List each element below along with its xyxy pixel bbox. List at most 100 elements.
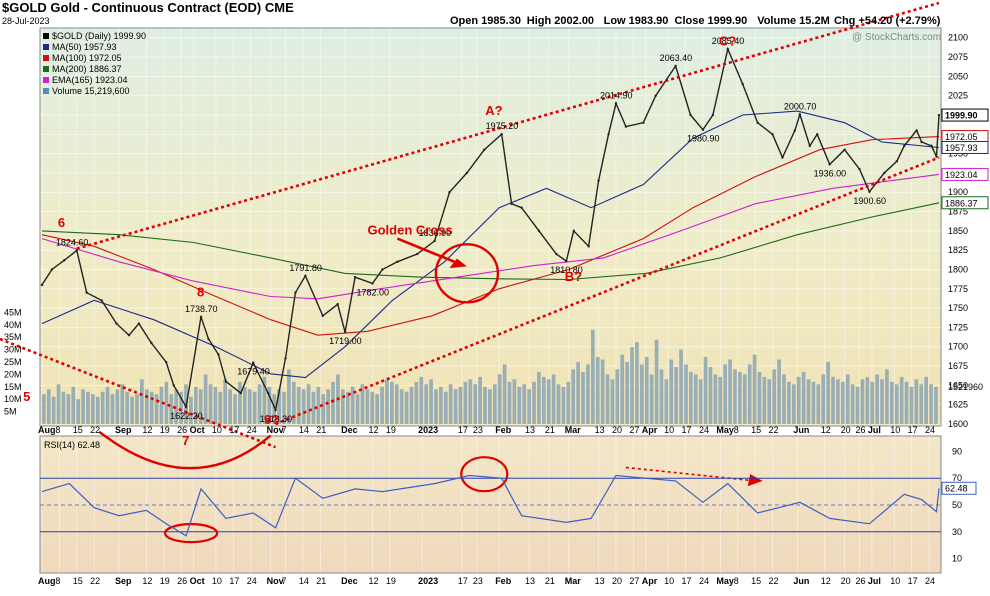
price-point [284,357,287,360]
volume-bar [904,381,909,424]
date-tick-label: Dec [341,576,358,586]
wave-annotation: A? [485,103,502,118]
volume-bar [100,391,105,424]
price-point [808,144,811,148]
price-point [100,299,103,302]
value-tag: 1923.04 [945,170,978,180]
legend-swatch [43,55,49,61]
date-tick-label: 10 [890,425,900,435]
legend-swatch [43,66,49,72]
date-tick-label: 12 [142,576,152,586]
volume-bar [757,371,762,424]
volume-bar [571,369,576,424]
volume-bar [924,376,928,424]
price-tick-label: 2050 [948,71,968,81]
price-point [510,202,513,206]
volume-bar [870,381,875,424]
price-point [674,64,677,68]
volume-bar [492,384,497,424]
volume-bar [517,386,522,424]
date-tick-label: Jun [793,576,809,586]
volume-bar [733,369,737,424]
price-point [63,259,66,262]
volume-bar [576,362,580,424]
legend-entry: MA(100) 1972.05 [52,53,122,63]
date-tick-label: 10 [212,576,222,586]
volume-bar [556,384,561,424]
rsi-tick-label: 50 [952,500,962,510]
volume-bar [409,386,414,424]
volume-bar [262,376,267,424]
wave-annotation: Golden Cross [368,223,453,238]
date-tick-label: Sep [115,425,132,435]
date-tick-label: 26 [855,425,865,435]
price-panel [39,27,942,427]
value-tag-box [941,167,989,181]
price-point [868,190,871,193]
date-tick-label: 15 [751,425,761,435]
price-point [137,322,141,325]
volume-bar [860,379,865,424]
rsi-line [41,474,940,537]
date-tick-label: Mar [565,425,582,435]
wave-annotation: 9? [264,412,279,427]
volume-bar [135,394,139,424]
ohlc-field: Close 1999.90 [675,15,748,27]
volume-bar [429,379,433,424]
volume-bar [91,394,95,424]
legend-swatch [43,88,49,94]
price-point [50,268,54,271]
price-tick-label: 1675 [948,361,968,371]
volume-bar [414,381,419,424]
volume-bar [458,386,463,424]
price-point [207,337,210,341]
date-tick-label: 26 [177,576,187,586]
date-tick-label: 12 [368,576,378,586]
price-point [793,129,797,132]
volume-last-value: 1521960 [948,382,983,392]
volume-bar [56,384,61,424]
price-point [828,163,831,166]
volume-bar [267,386,272,424]
date-tick-label: Aug [38,425,56,435]
rsi-value-tag: 62.48 [945,483,968,493]
price-point [294,291,297,294]
legend-swatch [43,33,49,39]
price-tick-label: 2075 [948,52,968,62]
volume-bar [125,391,130,424]
volume-bar [61,391,66,424]
volume-bar [698,379,703,424]
price-point [935,155,938,158]
volume-bar [561,386,566,424]
volume-bar [551,374,556,424]
price-tick-label: 1900 [948,187,968,197]
volume-bar [365,389,370,424]
volume-bar [228,389,232,424]
volume-bar [747,364,752,424]
volume-bar [723,364,728,424]
price-label: 2014.90 [600,90,633,100]
volume-bar [615,369,620,424]
volume-bar [894,384,899,424]
volume-bar [115,389,120,424]
date-tick-label: 20 [612,576,622,586]
date-tick-label: 19 [386,576,396,586]
date-tick-label: 22 [90,425,100,435]
price-point [224,380,228,383]
price-point [217,353,220,356]
volume-bar [375,394,380,424]
volume-bar [174,389,179,424]
date-tick-label: 12 [142,425,152,435]
date-tick-label: 21 [316,425,326,435]
volume-bar [537,371,541,424]
volume-bar [659,369,664,424]
volume-bar [512,379,517,424]
volume-bar [306,384,311,424]
volume-bar [880,379,884,424]
volume-bar [684,364,688,424]
wave-annotation: B? [565,269,582,284]
date-tick-label: 24 [247,576,257,586]
volume-bar [620,354,625,424]
volume-bar [238,381,242,424]
volume-bar [287,369,291,424]
